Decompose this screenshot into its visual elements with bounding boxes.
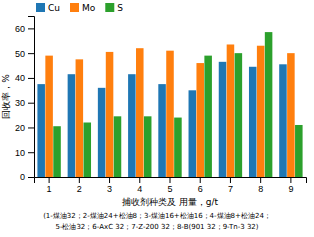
series-0 bbox=[37, 62, 286, 177]
bars bbox=[37, 32, 302, 177]
y-axis-title: 回收率，% bbox=[1, 74, 11, 119]
tick-label: 3 bbox=[107, 184, 112, 194]
tick-mark bbox=[230, 177, 231, 183]
tick-mark bbox=[260, 177, 261, 183]
bar bbox=[189, 90, 197, 177]
bar bbox=[136, 48, 144, 177]
x-axis: 1 2 3 4 5 6 7 8 9 bbox=[35, 177, 307, 194]
tick-label: 40 bbox=[15, 73, 25, 83]
legend-label: S bbox=[117, 3, 123, 13]
tick-mark bbox=[170, 177, 171, 183]
bar bbox=[219, 62, 227, 177]
bar bbox=[265, 32, 273, 177]
tick-mark bbox=[290, 177, 291, 183]
tick-label: 6 bbox=[198, 184, 203, 194]
series-1 bbox=[45, 44, 294, 177]
bar bbox=[196, 63, 204, 177]
bar bbox=[204, 56, 212, 177]
tick-label: 20 bbox=[15, 123, 25, 133]
x-tick: 8 bbox=[258, 177, 263, 194]
bar bbox=[45, 56, 53, 177]
bar bbox=[249, 67, 257, 177]
bar bbox=[287, 53, 295, 177]
bar bbox=[37, 84, 45, 177]
legend-item: Mo bbox=[70, 3, 96, 13]
axis-line bbox=[28, 17, 35, 178]
tick-mark bbox=[28, 177, 34, 178]
legend-item: Cu bbox=[36, 3, 60, 13]
x-tick: 5 bbox=[167, 177, 172, 194]
tick-mark bbox=[28, 103, 34, 104]
tick-label: 5 bbox=[167, 184, 172, 194]
tick-mark bbox=[139, 177, 140, 183]
bar bbox=[174, 118, 182, 177]
y-tick: 0 bbox=[20, 172, 34, 182]
legend-swatch bbox=[70, 3, 79, 12]
bar bbox=[106, 52, 114, 177]
x-tick: 3 bbox=[107, 177, 112, 194]
bar bbox=[98, 88, 106, 177]
x-tick: 9 bbox=[288, 177, 293, 194]
tick-label: 2 bbox=[77, 184, 82, 194]
bar bbox=[68, 74, 76, 177]
y-tick: 50 bbox=[15, 49, 34, 59]
y-tick: 20 bbox=[15, 123, 34, 133]
x-axis-title: 捕收剂种类及 用量，g/t bbox=[122, 197, 219, 207]
x-tick: 1 bbox=[47, 177, 52, 194]
footnote: (1-煤油32；2-煤油24+松油8；3-煤油16+松油16；4-煤油8+松油2… bbox=[43, 212, 271, 220]
tick-mark bbox=[28, 28, 34, 29]
bar bbox=[235, 53, 243, 177]
tick-mark bbox=[109, 177, 110, 183]
y-tick: 60 bbox=[15, 24, 34, 34]
tick-mark bbox=[28, 152, 34, 153]
bar bbox=[76, 59, 84, 177]
footnote: 5-松油32；6-AxC 32；7-Z-200 32；8-B(901 32；9-… bbox=[55, 223, 258, 231]
x-tick: 4 bbox=[137, 177, 142, 194]
legend-swatch bbox=[105, 3, 114, 12]
bar bbox=[166, 51, 174, 177]
tick-mark bbox=[28, 78, 34, 79]
tick-mark bbox=[200, 177, 201, 183]
tick-label: 10 bbox=[15, 148, 25, 158]
tick-mark bbox=[28, 53, 34, 54]
bar bbox=[114, 116, 122, 177]
y-tick: 30 bbox=[15, 98, 34, 108]
bar bbox=[257, 46, 265, 177]
legend-label: Cu bbox=[48, 3, 60, 13]
bar bbox=[144, 116, 152, 177]
plot: 0 10 20 30 40 50 60 1 2 3 4 5 6 7 8 9 bbox=[15, 17, 307, 195]
tick-label: 50 bbox=[15, 49, 25, 59]
axis-line bbox=[35, 178, 307, 184]
bar bbox=[158, 84, 166, 177]
bar bbox=[128, 74, 136, 177]
legend-label: Mo bbox=[82, 3, 96, 13]
y-tick: 10 bbox=[15, 148, 34, 158]
tick-label: 30 bbox=[15, 98, 25, 108]
tick-label: 7 bbox=[228, 184, 233, 194]
tick-label: 60 bbox=[15, 24, 25, 34]
y-tick: 40 bbox=[15, 73, 34, 83]
bar bbox=[279, 64, 287, 177]
bar bbox=[295, 125, 303, 177]
tick-label: 8 bbox=[258, 184, 263, 194]
chart: 0 10 20 30 40 50 60 1 2 3 4 5 6 7 8 9 捕收剂种类及 用量，g/t 回收率，%… bbox=[0, 0, 314, 237]
tick-label: 1 bbox=[47, 184, 52, 194]
bar bbox=[227, 44, 235, 177]
tick-label: 9 bbox=[288, 184, 293, 194]
tick-mark bbox=[79, 177, 80, 183]
tick-label: 0 bbox=[20, 172, 25, 182]
y-axis: 0 10 20 30 40 50 60 bbox=[15, 17, 35, 183]
bar bbox=[53, 126, 61, 177]
tick-mark bbox=[28, 127, 34, 128]
bar bbox=[83, 123, 91, 177]
legend-swatch bbox=[36, 3, 45, 12]
x-tick: 2 bbox=[77, 177, 82, 194]
legend: Cu Mo S bbox=[36, 3, 123, 13]
x-tick: 7 bbox=[228, 177, 233, 194]
series-2 bbox=[53, 32, 302, 177]
x-tick: 6 bbox=[198, 177, 203, 194]
legend-item: S bbox=[105, 3, 123, 13]
tick-mark bbox=[49, 177, 50, 183]
tick-label: 4 bbox=[137, 184, 142, 194]
